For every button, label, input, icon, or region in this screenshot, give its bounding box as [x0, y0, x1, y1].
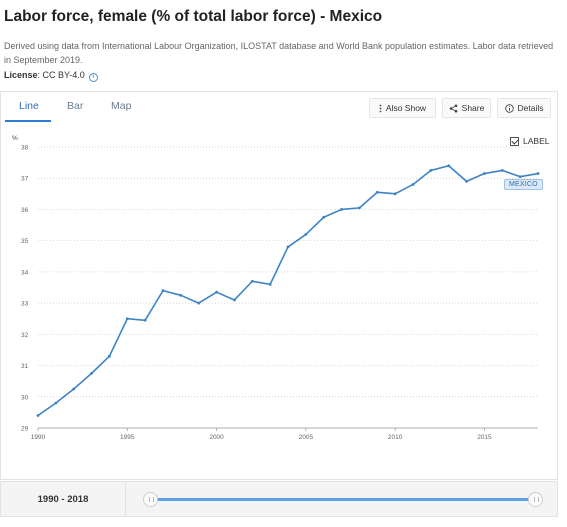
y-tick-label: 30 — [21, 394, 29, 401]
data-point — [143, 318, 147, 322]
y-tick-label: 33 — [21, 301, 29, 308]
license-value: : CC BY-4.0 — [37, 70, 85, 80]
data-point — [268, 282, 272, 286]
data-point — [322, 215, 326, 219]
data-point — [375, 190, 379, 194]
x-tick-label: 2010 — [388, 434, 403, 441]
line-chart: 29 30 31 32 33 34 35 36 37 38% 1990 1995 2000 2005 201… — [12, 135, 540, 441]
data-point — [179, 293, 183, 297]
tab-map[interactable]: Map — [111, 100, 132, 112]
x-tick-label: 2005 — [299, 434, 314, 441]
info-icon[interactable]: i — [88, 73, 98, 82]
y-axis-unit-label: % — [12, 135, 18, 142]
data-point — [215, 290, 218, 294]
share-button[interactable]: Share — [442, 98, 491, 118]
y-tick-label: 35 — [21, 238, 29, 245]
data-point — [358, 206, 361, 210]
x-tick-label: 1995 — [120, 434, 135, 441]
series-line-mexico — [37, 164, 539, 417]
also-show-label: Also Show — [385, 103, 427, 113]
label-toggle-text: LABEL — [523, 136, 550, 146]
data-point — [465, 179, 468, 183]
info-circle-icon — [504, 103, 514, 113]
data-point — [72, 387, 76, 391]
data-point — [447, 164, 451, 168]
time-range-footer: 1990 - 2018 — [0, 481, 558, 517]
range-slider-end-handle[interactable] — [528, 492, 543, 507]
details-label: Details — [517, 103, 544, 113]
data-point — [125, 317, 129, 321]
data-point — [304, 233, 308, 236]
y-tick-label: 36 — [21, 207, 29, 214]
y-tick-label: 31 — [21, 363, 29, 370]
data-point — [393, 192, 397, 196]
data-point — [108, 354, 111, 358]
range-label: 1990 - 2018 — [1, 482, 126, 516]
also-show-button[interactable]: Also Show — [369, 98, 436, 118]
range-slider-start-handle[interactable] — [143, 492, 158, 507]
data-point — [250, 279, 254, 283]
tab-line[interactable]: Line — [19, 100, 39, 112]
y-tick-label: 32 — [21, 332, 29, 339]
active-tab-indicator — [5, 120, 51, 122]
share-label: Share — [461, 103, 485, 113]
share-icon — [449, 104, 457, 112]
data-point — [161, 289, 165, 293]
license: License: CC BY-4.0 i — [4, 70, 98, 82]
details-button[interactable]: Details — [497, 98, 551, 118]
x-tick-label: 1990 — [31, 434, 46, 441]
data-point — [36, 414, 40, 417]
data-point — [518, 175, 522, 179]
data-point — [500, 169, 504, 172]
x-tick-label: 2000 — [209, 434, 224, 441]
data-point — [429, 169, 433, 172]
chart-panel: Line Bar Map Also Show Share Details 29 3… — [0, 91, 558, 480]
x-tick-label: 2015 — [477, 434, 492, 441]
description: Derived using data from International La… — [4, 41, 554, 65]
more-vertical-icon — [379, 104, 382, 112]
y-tick-label: 38 — [21, 145, 29, 152]
data-point — [536, 172, 540, 175]
series-label-mexico: MEXICO — [504, 179, 543, 190]
license-label: License — [4, 70, 38, 80]
data-point — [54, 401, 58, 405]
data-point — [233, 298, 236, 302]
label-checkbox[interactable] — [510, 136, 519, 146]
y-tick-label: 37 — [21, 176, 29, 183]
y-tick-label: 34 — [21, 269, 29, 276]
range-slider-track[interactable] — [151, 498, 536, 501]
data-point — [286, 245, 290, 249]
page-title: Labor force, female (% of total labor fo… — [4, 8, 383, 25]
data-point — [197, 301, 201, 305]
data-point — [90, 371, 93, 375]
data-point — [411, 183, 415, 186]
data-point — [483, 172, 486, 175]
tab-bar[interactable]: Bar — [67, 100, 84, 112]
label-toggle[interactable]: LABEL — [510, 136, 549, 146]
y-tick-label: 29 — [21, 426, 29, 433]
data-point — [340, 208, 343, 211]
